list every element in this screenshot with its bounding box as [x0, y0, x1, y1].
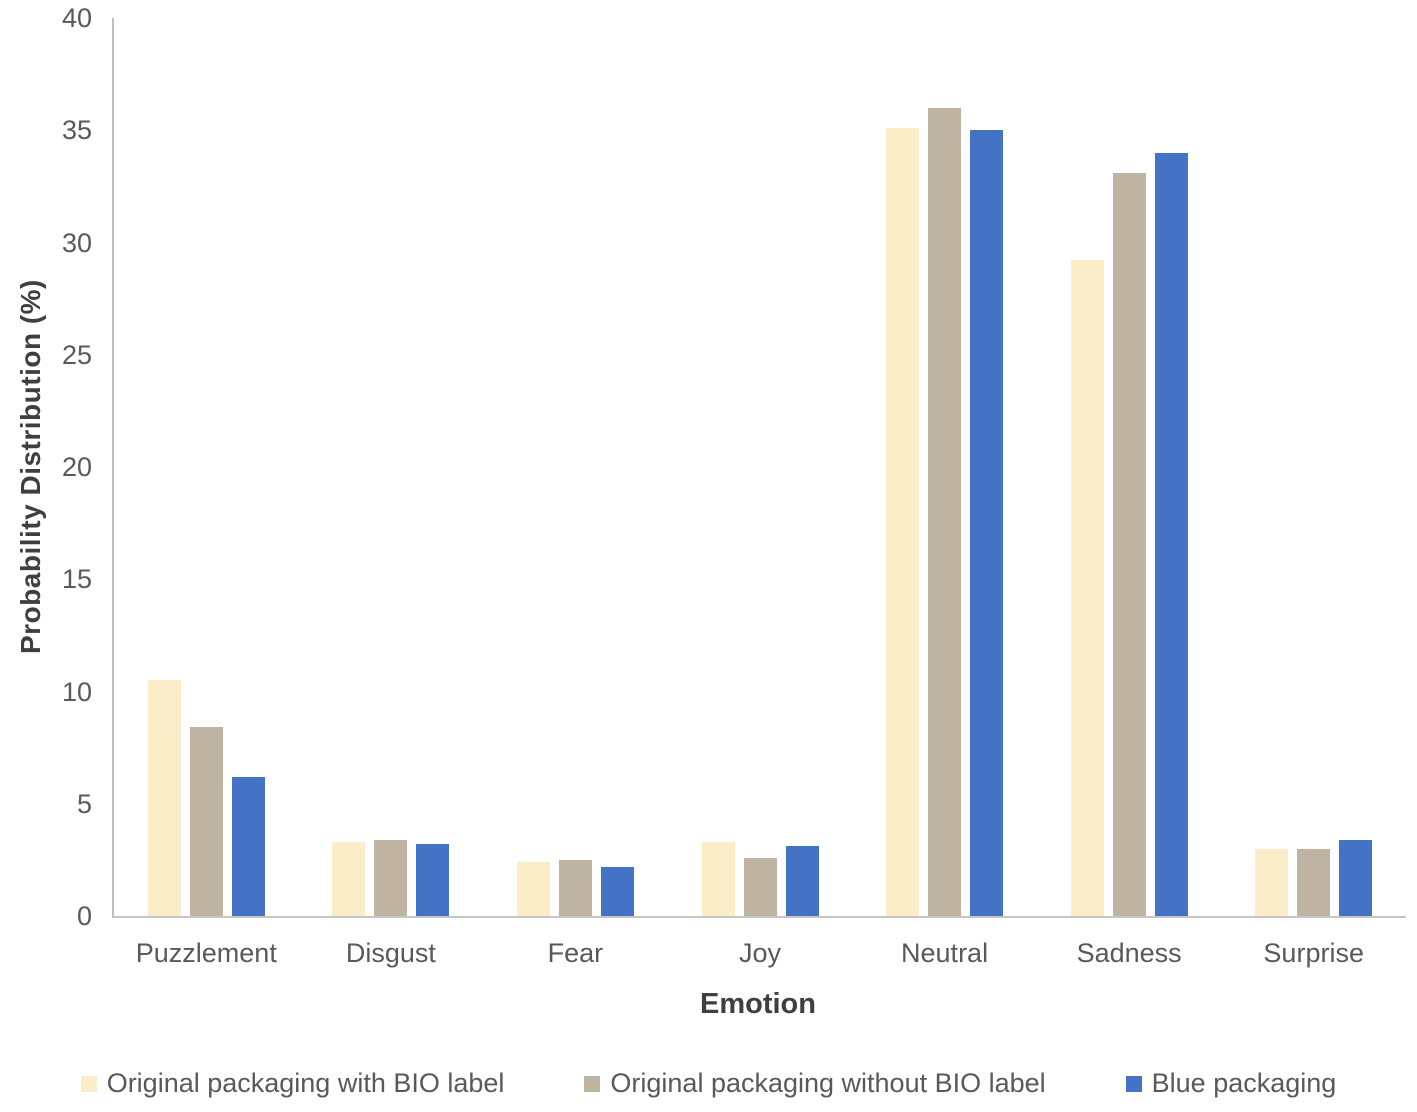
plot-area: 0 5 10 15 20 25 30 35 40 Puzzlement Disgust Fear Joy…	[62, 3, 1406, 968]
legend-label: Original packaging without BIO label	[610, 1068, 1046, 1098]
x-category-label: Neutral	[901, 938, 989, 968]
bar-sadness-series-2	[1112, 172, 1146, 916]
legend-swatch-icon	[584, 1075, 601, 1092]
x-axis-title: Emotion	[700, 988, 816, 1020]
legend-item: Original packaging with BIO label	[80, 1068, 505, 1099]
x-category-label: Surprise	[1263, 938, 1364, 968]
bar-disgust-series-1	[332, 841, 366, 916]
legend-label: Original packaging with BIO label	[106, 1068, 505, 1098]
bar-sadness-series-1	[1070, 260, 1104, 916]
bar-fear-series-1	[516, 862, 550, 916]
legend-swatch-icon	[80, 1075, 97, 1092]
y-tick-label: 15	[61, 564, 92, 595]
bar-sadness-series-3	[1154, 152, 1188, 916]
x-category-label: Fear	[547, 938, 604, 968]
bar-puzzlement-series-3	[231, 776, 265, 916]
x-category-label: Sadness	[1076, 938, 1182, 968]
x-category-label: Joy	[738, 938, 782, 968]
bar-neutral-series-3	[970, 130, 1004, 916]
y-tick-label: 10	[61, 676, 92, 707]
bar-disgust-series-2	[374, 839, 408, 916]
bar-neutral-series-1	[886, 128, 920, 916]
bar-fear-series-2	[558, 859, 592, 916]
y-tick-label: 5	[76, 788, 92, 819]
legend-swatch-icon	[1125, 1075, 1142, 1092]
bar-surprise-series-2	[1297, 848, 1331, 916]
x-category-label: Disgust	[345, 938, 436, 968]
y-tick-label: 35	[61, 115, 92, 146]
legend: Original packaging with BIO label Origina…	[0, 1068, 1417, 1099]
legend-item: Original packaging without BIO label	[584, 1068, 1046, 1099]
bar-fear-series-3	[600, 866, 634, 916]
bar-disgust-series-3	[416, 844, 450, 916]
legend-label: Blue packaging	[1151, 1068, 1337, 1098]
bar-joy-series-3	[785, 846, 819, 916]
y-tick-label: 20	[61, 452, 92, 482]
bar-puzzlement-series-2	[189, 727, 223, 916]
y-tick-label: 25	[61, 339, 92, 370]
y-tick-label: 0	[76, 901, 92, 931]
bar-joy-series-2	[743, 857, 777, 916]
y-tick-label: 40	[61, 3, 92, 33]
bar-surprise-series-3	[1339, 839, 1373, 916]
x-category-label: Puzzlement	[135, 938, 277, 968]
y-tick-label: 30	[61, 227, 92, 258]
bar-joy-series-1	[701, 841, 735, 916]
bar-puzzlement-series-1	[147, 680, 181, 916]
bar-neutral-series-2	[928, 107, 962, 916]
legend-item: Blue packaging	[1125, 1068, 1337, 1099]
bar-surprise-series-1	[1255, 848, 1289, 916]
